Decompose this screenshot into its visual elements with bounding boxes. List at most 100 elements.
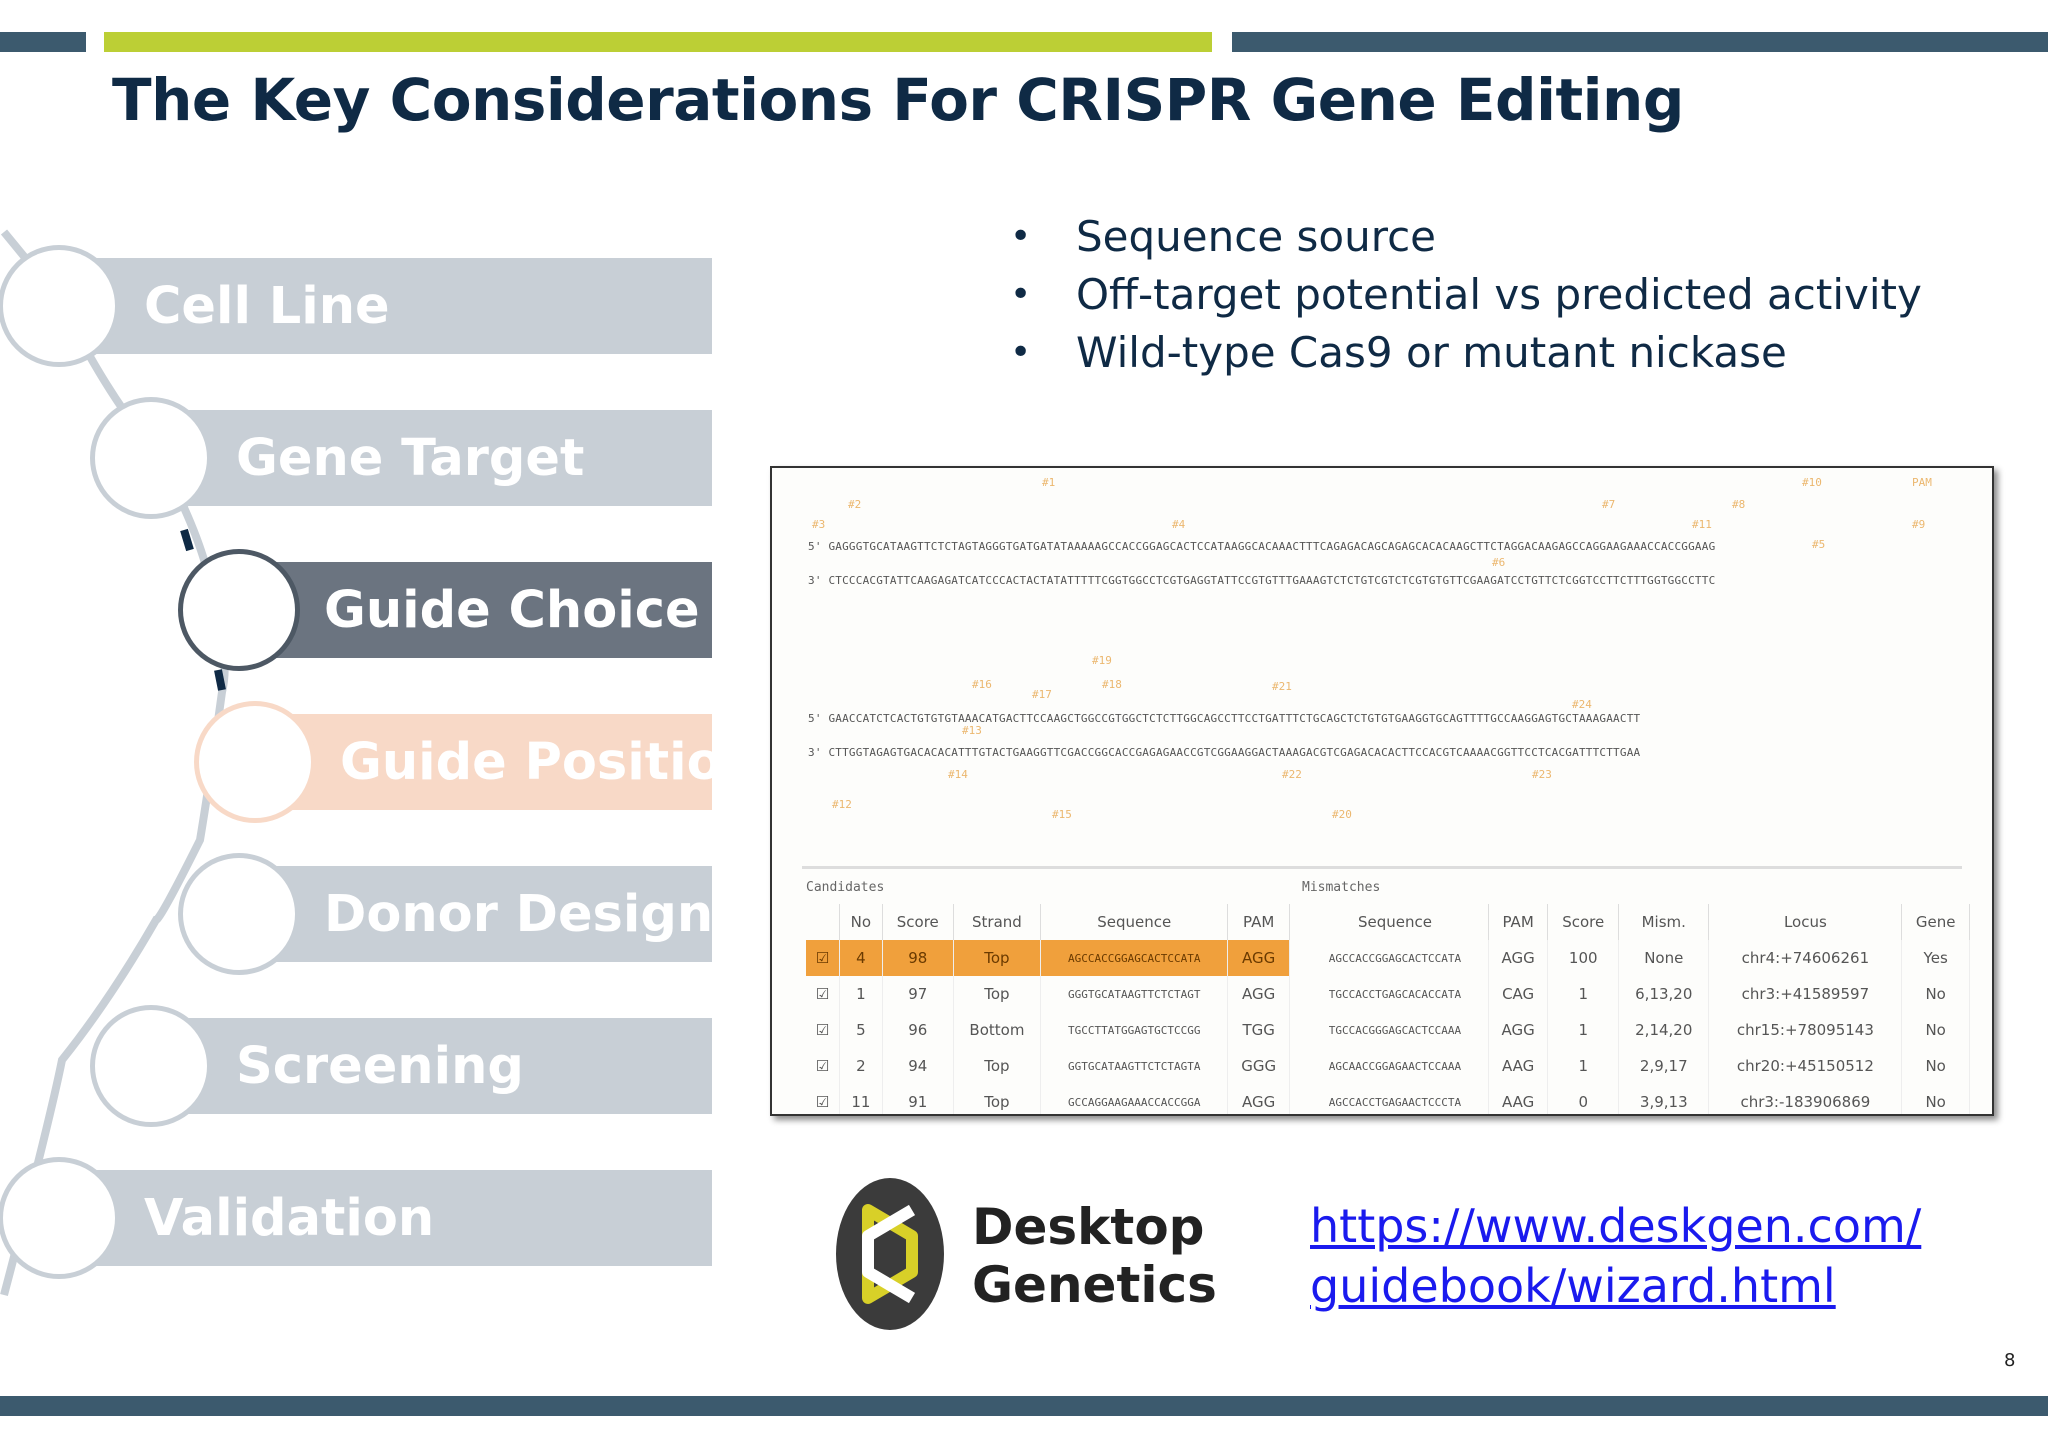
table-row[interactable]: ☑ 1 97 Top GGGTGCATAAGTTCTCTAGT AGG	[806, 976, 1290, 1012]
step-marker	[0, 1157, 120, 1279]
guide-label: #12	[832, 798, 852, 811]
step-marker	[178, 853, 300, 975]
table-cell: 96	[882, 1012, 954, 1048]
step-label: Donor Design	[324, 884, 714, 944]
table-cell: ☑	[806, 976, 840, 1012]
guide-label: #22	[1282, 768, 1302, 781]
step-guide-choice: Guide Choice	[240, 562, 712, 658]
table-cell: AGCAACCGGAGAACTCCAAA	[1302, 1048, 1489, 1084]
step-marker	[194, 701, 316, 823]
guide-label: #3	[812, 518, 826, 531]
table-cell: Bottom	[953, 1012, 1042, 1048]
table-cell: 91	[882, 1084, 954, 1114]
step-marker	[90, 1005, 212, 1127]
table-cell: No	[1901, 1048, 1970, 1084]
candidates-divider	[802, 866, 1962, 869]
table-row[interactable]: TGCCACGGGAGCACTCCAAA AGG 1 2,14,20 chr15:+78…	[1302, 1012, 1970, 1048]
guide-label: #10	[1802, 476, 1822, 489]
table-cell: 1	[1547, 1048, 1620, 1084]
table-cell: 97	[882, 976, 954, 1012]
column-header: Score	[882, 904, 954, 940]
table-row[interactable]: ☑ 4 98 Top AGCCACCGGAGCACTCCATA AGG	[806, 940, 1290, 976]
guide-label: #16	[972, 678, 992, 691]
table-row[interactable]: TGCCACCTGAGCACACCATA CAG 1 6,13,20 chr3:+415…	[1302, 976, 1970, 1012]
sequence-row: 5' GAACCATCTCACTGTGTGTAAACATGACTTCCAAGCT…	[808, 712, 1641, 725]
table-cell: AGG	[1227, 976, 1290, 1012]
guide-label: #18	[1102, 678, 1122, 691]
table-cell: No	[1901, 1012, 1970, 1048]
step-validation: Validation	[60, 1170, 712, 1266]
table-cell: ☑	[806, 940, 840, 976]
table-row[interactable]: AGCAACCGGAGAACTCCAAA AAG 1 2,9,17 chr20:+451…	[1302, 1048, 1970, 1084]
guide-label: #13	[962, 724, 982, 737]
table-cell: AAG	[1488, 1048, 1549, 1084]
guide-label: #5	[1812, 538, 1826, 551]
table-row[interactable]: ☑ 2 94 Top GGTGCATAAGTTCTCTAGTA GGG	[806, 1048, 1290, 1084]
table-cell: ☑	[806, 1084, 840, 1114]
deskgen-link[interactable]: https://www.deskgen.com/ guidebook/wizar…	[1310, 1196, 1921, 1316]
step-label: Screening	[236, 1036, 524, 1096]
table-cell: AAG	[1488, 1084, 1549, 1114]
candidates-label: Candidates	[806, 880, 885, 895]
slide-title: The Key Considerations For CRISPR Gene E…	[112, 66, 1684, 134]
table-row[interactable]: AGCCACCTGAGAACTCCCTA AAG 0 3,9,13 chr3:-1839…	[1302, 1084, 1970, 1114]
column-header: Locus	[1708, 904, 1903, 940]
table-cell: AGG	[1227, 940, 1290, 976]
table-cell: GGG	[1227, 1048, 1290, 1084]
desktop-genetics-logo-icon	[836, 1178, 944, 1330]
table-cell: TGCCTTATGGAGTGCTCCGG	[1040, 1012, 1229, 1048]
link-line[interactable]: https://www.deskgen.com/	[1310, 1199, 1922, 1253]
table-cell: 1	[1547, 976, 1620, 1012]
table-row[interactable]: AGCCACCGGAGCACTCCATA AGG 100 None chr4:+7460…	[1302, 940, 1970, 976]
top-bar-left	[0, 32, 86, 52]
table-cell: 4	[839, 940, 883, 976]
column-header: Gene	[1901, 904, 1970, 940]
guide-label: #8	[1732, 498, 1746, 511]
table-cell: AGCCACCTGAGAACTCCCTA	[1302, 1084, 1489, 1114]
table-cell: 94	[882, 1048, 954, 1084]
table-cell: AGG	[1488, 940, 1549, 976]
column-header: Strand	[953, 904, 1042, 940]
guide-label: PAM	[1912, 476, 1932, 489]
guide-label: #9	[1912, 518, 1926, 531]
column-header: Score	[1547, 904, 1620, 940]
table-header-row: No Score Strand Sequence PAM	[806, 904, 1290, 940]
table-cell: ☑	[806, 1048, 840, 1084]
table-cell: chr3:-183906869	[1708, 1084, 1903, 1114]
bullet-item: Wild-type Cas9 or mutant nickase	[1010, 324, 1922, 382]
table-cell: Top	[953, 1048, 1042, 1084]
sequence-row: 5' GAGGGTGCATAAGTTCTCTAGTAGGGTGATGATATAA…	[808, 540, 1716, 553]
table-cell: 98	[882, 940, 954, 976]
sequence-row: 3' CTCCCACGTATTCAAGAGATCATCCCACTACTATATT…	[808, 574, 1716, 587]
step-label: Validation	[144, 1188, 435, 1248]
bottom-bar	[0, 1396, 2048, 1416]
step-guide-position: Guide Position	[256, 714, 758, 810]
table-cell: chr3:+41589597	[1708, 976, 1903, 1012]
guide-label: #11	[1692, 518, 1712, 531]
top-bar-accent	[104, 32, 1212, 52]
table-cell: 0	[1547, 1084, 1620, 1114]
table-cell: GCCAGGAAGAAACCACCGGA	[1040, 1084, 1229, 1114]
link-line[interactable]: guidebook/wizard.html	[1310, 1259, 1836, 1313]
mismatches-table: Sequence PAM Score Mism. Locus Gene AGCCACCGGA…	[1302, 904, 1970, 1114]
guide-label: #15	[1052, 808, 1072, 821]
column-header	[806, 904, 840, 940]
table-row[interactable]: ☑ 11 91 Top GCCAGGAAGAAACCACCGGA AGG	[806, 1084, 1290, 1114]
guide-label: #1	[1042, 476, 1056, 489]
table-row[interactable]: ☑ 5 96 Bottom TGCCTTATGGAGTGCTCCGG TGG	[806, 1012, 1290, 1048]
candidates-table: No Score Strand Sequence PAM ☑ 4 98 Top AGCCACCGG…	[806, 904, 1290, 1114]
table-cell: AGCCACCGGAGCACTCCATA	[1302, 940, 1489, 976]
logo-line: Desktop	[972, 1198, 1205, 1256]
guide-label: #19	[1092, 654, 1112, 667]
guide-label: #21	[1272, 680, 1292, 693]
column-header: No	[839, 904, 883, 940]
table-cell: TGG	[1227, 1012, 1290, 1048]
step-label: Guide Position	[340, 732, 758, 792]
step-marker	[90, 397, 212, 519]
guide-label: #23	[1532, 768, 1552, 781]
table-cell: GGGTGCATAAGTTCTCTAGT	[1040, 976, 1229, 1012]
table-cell: chr15:+78095143	[1708, 1012, 1903, 1048]
table-cell: None	[1618, 940, 1710, 976]
table-cell: 100	[1547, 940, 1620, 976]
column-header: Mism.	[1618, 904, 1710, 940]
